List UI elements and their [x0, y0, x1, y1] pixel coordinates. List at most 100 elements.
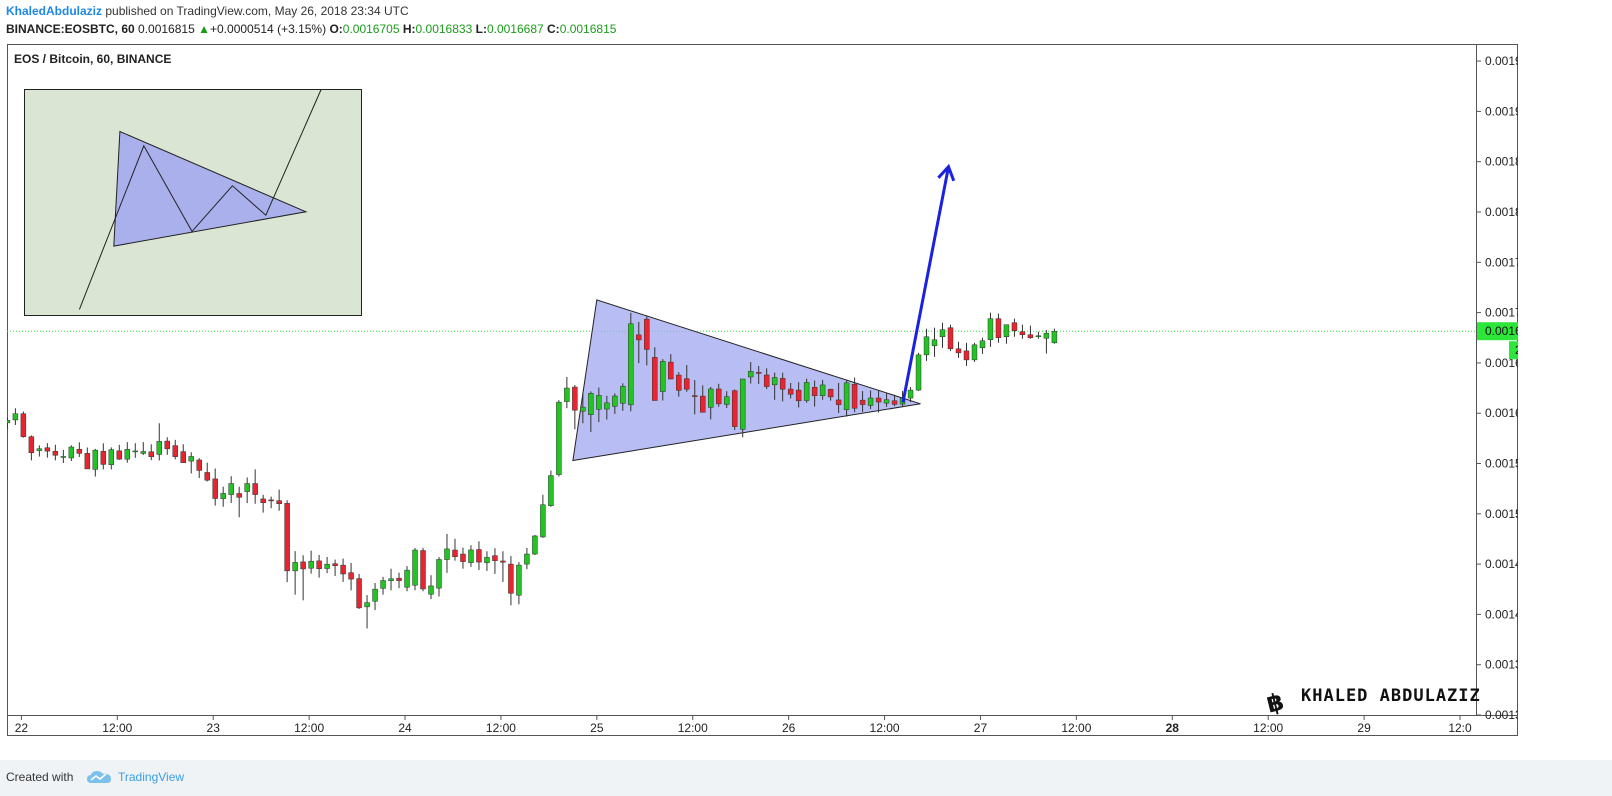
- candle-body: [843, 382, 850, 410]
- candle-88: [708, 386, 714, 420]
- candle-body: [787, 388, 794, 395]
- candle-111: [891, 394, 898, 407]
- candle-body: [1003, 324, 1010, 337]
- candle-114: [915, 352, 922, 392]
- inset-zigzag-line: [78, 89, 322, 310]
- y-tick-label: 0.0018000: [1485, 205, 1518, 219]
- candle-18: [148, 444, 154, 461]
- candle-42: [340, 558, 346, 582]
- x-tick-label: 12:00: [1061, 721, 1091, 735]
- candle-26: [212, 468, 218, 506]
- candle-71: [572, 385, 578, 430]
- candle-95: [763, 368, 770, 390]
- candle-body: [588, 393, 594, 415]
- x-tick-label: 27: [974, 721, 988, 735]
- candle-body: [819, 384, 826, 396]
- candle-body: [340, 564, 346, 575]
- candle-body: [771, 377, 778, 386]
- candle-116: [931, 327, 938, 357]
- candle-127: [1019, 324, 1026, 339]
- candle-body: [907, 389, 914, 399]
- candle-body: [755, 372, 762, 374]
- candle-body: [188, 456, 194, 462]
- candle-33: [268, 496, 274, 509]
- candle-14: [116, 444, 123, 460]
- candle-52: [420, 547, 426, 592]
- candle-body: [947, 327, 954, 350]
- candle-102: [819, 379, 826, 400]
- candle-79: [636, 321, 642, 364]
- triangle-drawing[interactable]: [572, 299, 921, 462]
- candle-77: [620, 383, 626, 411]
- candle-body: [508, 563, 514, 594]
- candle-94: [755, 366, 762, 384]
- candle-43: [348, 562, 354, 591]
- candle-96: [771, 372, 778, 400]
- publish-info: published on TradingView.com, May 26, 20…: [102, 4, 409, 18]
- candle-body: [244, 483, 250, 492]
- candle-87: [700, 385, 706, 413]
- candle-80: [644, 315, 650, 366]
- candle-72: [580, 394, 586, 424]
- breakout-arrow[interactable]: [901, 163, 956, 403]
- y-tick-label: 0.0015000: [1485, 507, 1518, 521]
- candle-45: [364, 595, 370, 629]
- candle-body: [44, 447, 51, 452]
- candle-body: [684, 378, 690, 390]
- tradingview-link[interactable]: TradingView: [118, 770, 185, 784]
- candle-body: [156, 441, 162, 455]
- candle-body: [660, 361, 666, 392]
- candle-68: [548, 470, 554, 507]
- author-link[interactable]: KhaledAbdulaziz: [6, 4, 103, 18]
- candle-22: [180, 444, 186, 463]
- candle-body: [92, 449, 99, 470]
- candle-body: [84, 453, 91, 470]
- candles: [7, 312, 1058, 629]
- candle-body: [676, 374, 682, 391]
- candle-body: [1011, 322, 1018, 331]
- candle-body: [835, 399, 842, 405]
- candle-body: [12, 413, 19, 421]
- candle-12: [100, 443, 107, 470]
- y-tick-label: 0.0013000: [1485, 708, 1518, 722]
- candle-body: [891, 400, 898, 405]
- candle-body: [132, 450, 139, 453]
- x-tick-label: 12:00: [294, 721, 324, 735]
- candle-86: [692, 380, 698, 415]
- x-tick-label: 28: [1166, 721, 1180, 735]
- triangle-pattern[interactable]: [572, 299, 921, 462]
- candle-121: [971, 342, 978, 362]
- candle-body: [604, 402, 610, 410]
- candle-131: [1051, 328, 1058, 344]
- candle-body: [572, 386, 578, 411]
- candle-7: [60, 449, 67, 463]
- time-axis[interactable]: 22 12:00 23 12:00 24 12:00 25 12:00 26 12:00 27 12:…: [15, 715, 1472, 735]
- candle-98: [787, 382, 794, 399]
- candle-65: [524, 548, 530, 570]
- candle-19: [156, 423, 162, 461]
- candle-body: [68, 446, 75, 459]
- candle-body: [460, 553, 466, 562]
- candle-37: [300, 555, 306, 601]
- candle-body: [476, 549, 482, 563]
- chart-panel[interactable]: EOS / Bitcoin, 60, BINANCE 0.00130000.00…: [7, 44, 1518, 736]
- candle-body: [276, 500, 282, 504]
- candle-3: [28, 435, 35, 461]
- candle-128: [1027, 325, 1034, 339]
- candle-body: [851, 384, 858, 409]
- candle-body: [859, 399, 866, 405]
- candle-body: [700, 395, 706, 413]
- candle-body: [652, 357, 658, 401]
- price-axis[interactable]: 0.0013000 0.0013500 0.0014000 0.0014500 0.00…: [1476, 54, 1518, 722]
- candle-body: [292, 562, 298, 572]
- candle-body: [739, 378, 746, 430]
- candle-body: [60, 456, 67, 458]
- candle-body: [923, 336, 930, 356]
- x-tick-label: 12:00: [1253, 721, 1283, 735]
- candle-body: [747, 371, 754, 378]
- candle-81: [652, 347, 658, 401]
- price-badge-value: 0.0016815: [1485, 324, 1518, 338]
- candle-body: [867, 397, 874, 406]
- candle-body: [963, 350, 970, 361]
- candle-body: [164, 440, 170, 450]
